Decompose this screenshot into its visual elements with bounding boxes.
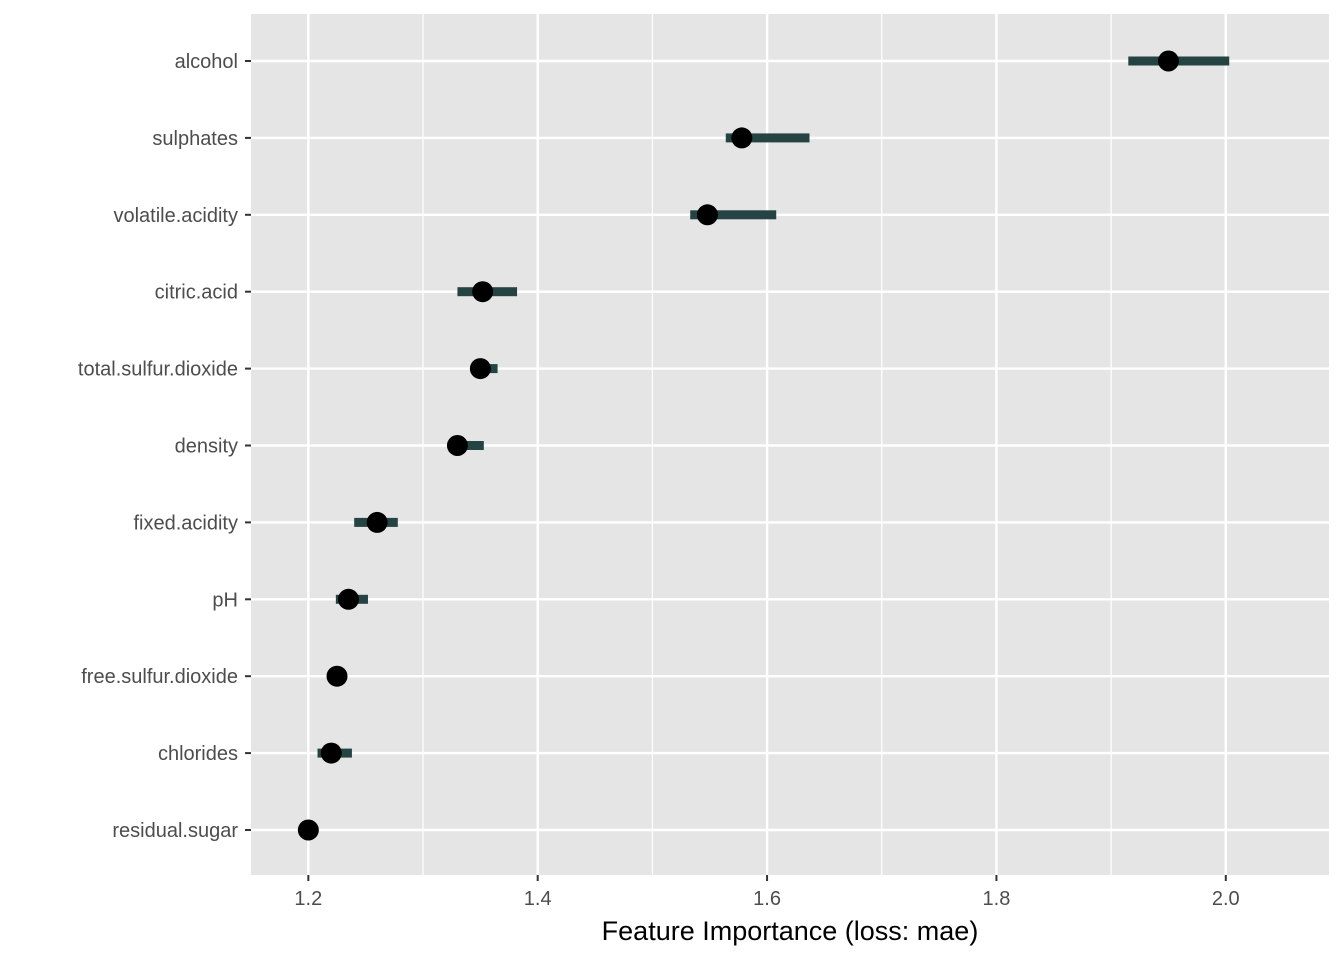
x-axis-title: Feature Importance (loss: mae) (602, 916, 979, 946)
importance-point (1157, 50, 1179, 72)
importance-point (472, 281, 494, 303)
x-tick-label: 1.4 (524, 888, 552, 910)
x-axis: 1.2 1.4 1.6 1.8 2.0 (294, 875, 1240, 910)
importance-points (297, 50, 1179, 841)
interval-bar (690, 210, 777, 220)
y-tick-label: pH (212, 589, 238, 611)
y-tick-label: free.sulfur.dioxide (81, 666, 238, 688)
y-tick-label: total.sulfur.dioxide (78, 359, 238, 381)
x-tick-label: 1.2 (294, 888, 322, 910)
importance-point (320, 742, 342, 764)
y-tick-label: residual.sugar (112, 820, 238, 842)
y-tick-label: chlorides (158, 743, 238, 765)
x-tick-label: 1.8 (983, 888, 1011, 910)
importance-point (696, 204, 718, 226)
importance-point (297, 819, 319, 841)
y-tick-label: density (175, 436, 238, 458)
x-tick-label: 2.0 (1212, 888, 1240, 910)
importance-point (469, 358, 491, 380)
importance-point (446, 435, 468, 456)
y-tick-label: alcohol (175, 51, 238, 73)
importance-point (337, 588, 359, 610)
y-tick-label: fixed.acidity (134, 512, 239, 534)
interval-bar (457, 441, 484, 450)
y-axis: alcohol sulphates volatile.acidity citric.a… (78, 51, 251, 842)
y-tick-label: citric.acid (155, 282, 238, 304)
interval-bar (725, 133, 810, 143)
importance-point (366, 511, 388, 533)
importance-point (326, 665, 348, 687)
importance-point (731, 127, 753, 149)
y-tick-label: sulphates (152, 128, 238, 150)
y-tick-label: volatile.acidity (113, 205, 238, 227)
x-tick-label: 1.6 (753, 888, 781, 910)
